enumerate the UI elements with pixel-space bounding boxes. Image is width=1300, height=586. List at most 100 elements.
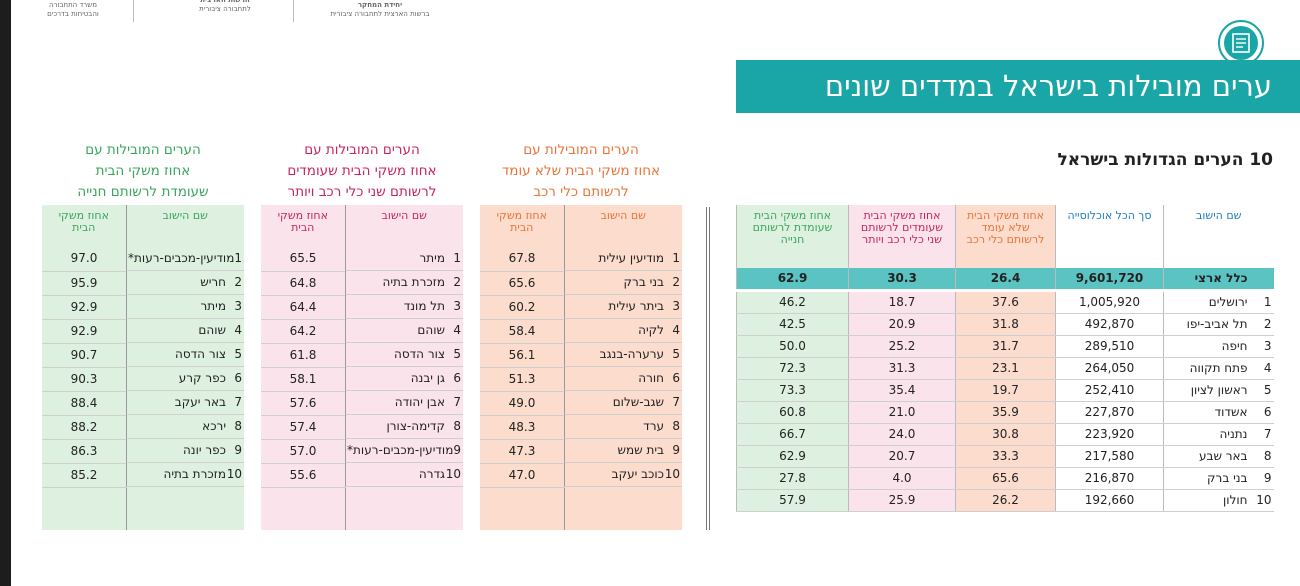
cell: 10 חולון — [1163, 489, 1274, 512]
name-cell: 4 שוהם — [345, 319, 463, 343]
row: 3 חיפה 289,510 31.7 25.2 50.0 — [736, 335, 1274, 358]
row: 6 חורה 51.3 — [480, 367, 682, 392]
header-cell: אחוז משקי הבית שלא עומד לרשותם כלי רכב — [955, 205, 1056, 268]
cell: 50.0 — [736, 335, 849, 358]
row: 10 מזכרת בתיה 85.2 — [42, 463, 244, 488]
cell: 25.2 — [848, 335, 956, 358]
row: 3 מיתר 92.9 — [42, 295, 244, 320]
rank: 4 — [1263, 361, 1272, 375]
cell: 264,050 — [1055, 357, 1164, 380]
row: 10 גדרה 55.6 — [261, 463, 463, 488]
title-line: הערים המובילות עם — [523, 142, 639, 158]
cell: 4.0 — [848, 467, 956, 490]
rank: 9 — [234, 443, 242, 457]
rank: 10 — [445, 467, 461, 481]
value-cell: 90.7 — [42, 343, 126, 368]
name-cell: 8 קדימה-צורן — [345, 415, 463, 439]
city: שוהם — [417, 323, 445, 337]
title-line: שעומדת לרשותם חנייה — [77, 184, 209, 200]
row: 9 מודיעין-מכבים-רעות* 57.0 — [261, 439, 463, 464]
national-cell: 9,601,720 — [1055, 268, 1164, 292]
cell: 60.8 — [736, 401, 849, 424]
cell: 289,510 — [1055, 335, 1164, 358]
value-cell: 90.3 — [42, 367, 126, 392]
rank: 3 — [1263, 339, 1272, 353]
value-cell: 56.1 — [480, 343, 564, 368]
row: 1 מודיעין-מכבים-רעות* 97.0 — [42, 247, 244, 272]
name-cell: 4 לקיה — [564, 319, 682, 343]
value-cell: 95.9 — [42, 271, 126, 296]
cell: 35.9 — [955, 401, 1056, 424]
title-line: לרשותם כלי רכב — [533, 184, 629, 200]
rank: 1 — [1263, 295, 1272, 309]
rank: 7 — [1263, 427, 1272, 441]
value-cell: 65.6 — [480, 271, 564, 296]
cell: 192,660 — [1055, 489, 1164, 512]
banner: ערים מובילות בישראל במדדים שונים — [736, 60, 1300, 113]
city: פתח תקווה — [1189, 361, 1248, 375]
cell: 252,410 — [1055, 379, 1164, 402]
name-cell: 5 צור הדסה — [126, 343, 244, 367]
value-cell: 92.9 — [42, 295, 126, 320]
value-cell: 60.2 — [480, 295, 564, 320]
cell: 33.3 — [955, 445, 1056, 468]
name-cell: 1 מיתר — [345, 247, 463, 271]
row: 10 כוכב יעקב 47.0 — [480, 463, 682, 488]
value-cell: 49.0 — [480, 391, 564, 416]
cell: 1,005,920 — [1055, 290, 1164, 314]
value-cell: 88.2 — [42, 415, 126, 440]
side-table: שם הישוב אחוז משקי הבית 1 מודיעין-מכבים-רעו… — [42, 205, 244, 530]
header-cell: אחוז משקי הבית — [277, 209, 328, 234]
row: 4 שוהם 92.9 — [42, 319, 244, 344]
row: 8 ירכא 88.2 — [42, 415, 244, 440]
row: 6 גן יבנה 58.1 — [261, 367, 463, 392]
row: 4 פתח תקווה 264,050 23.1 31.3 72.3 — [736, 357, 1274, 380]
row: 2 בני ברק 65.6 — [480, 271, 682, 296]
filler-cell — [125, 487, 244, 530]
city: צור הדסה — [394, 347, 445, 361]
value-cell: 61.8 — [261, 343, 345, 368]
city: כוכב יעקב — [611, 467, 664, 481]
city: כפר קרע — [178, 371, 226, 385]
rank: 1 — [234, 251, 242, 265]
city: ערד — [643, 419, 664, 433]
name-cell: 9 בית שמש — [564, 439, 682, 463]
cell: 5 ראשון לציון — [1163, 379, 1274, 402]
filler — [42, 487, 244, 530]
city: מיתר — [419, 251, 446, 265]
value-cell: 47.3 — [480, 439, 564, 464]
name-cell: 6 כפר קרע — [126, 367, 244, 391]
logo: הרשות הארצית לתחבורה ציבורית — [170, 0, 280, 14]
cell: 24.0 — [848, 423, 956, 446]
city: ירכא — [202, 419, 226, 433]
edge — [0, 0, 11, 586]
cell: 18.7 — [848, 290, 956, 314]
rank: 9 — [672, 443, 680, 457]
side-table: שם הישוב אחוז משקי הבית 1 מיתר 65.5 2 מזכרת בת… — [261, 205, 463, 530]
name-cell: 5 צור הדסה — [345, 343, 463, 367]
cell: 7 נתניה — [1163, 423, 1274, 446]
value-cell: 97.0 — [42, 247, 126, 272]
cell: 57.9 — [736, 489, 849, 512]
rank: 2 — [672, 275, 680, 289]
city: ראשון לציון — [1190, 383, 1248, 397]
rank: 2 — [1263, 317, 1272, 331]
city: צור הדסה — [175, 347, 226, 361]
city: קדימה-צורן — [386, 419, 446, 433]
rank: 7 — [453, 395, 461, 409]
city: באר שבע — [1199, 449, 1248, 463]
cell: 31.8 — [955, 313, 1056, 336]
row: 9 בני ברק 216,870 65.6 4.0 27.8 — [736, 467, 1274, 490]
cell: 9 בני ברק — [1163, 467, 1274, 490]
city: בית שמש — [617, 443, 664, 457]
cell: 31.3 — [848, 357, 956, 380]
row: 9 בית שמש 47.3 — [480, 439, 682, 464]
side-table-title: הערים המובילות עם אחוז משקי הבית שעומדים ל… — [261, 140, 463, 203]
name-cell: 3 תל מונד — [345, 295, 463, 319]
header-cell: שם הישוב — [344, 205, 463, 247]
rank: 3 — [234, 299, 242, 313]
header-cell: אחוז משקי הבית — [496, 209, 547, 234]
filler-cell — [261, 487, 345, 530]
row: 3 תל מונד 64.4 — [261, 295, 463, 320]
